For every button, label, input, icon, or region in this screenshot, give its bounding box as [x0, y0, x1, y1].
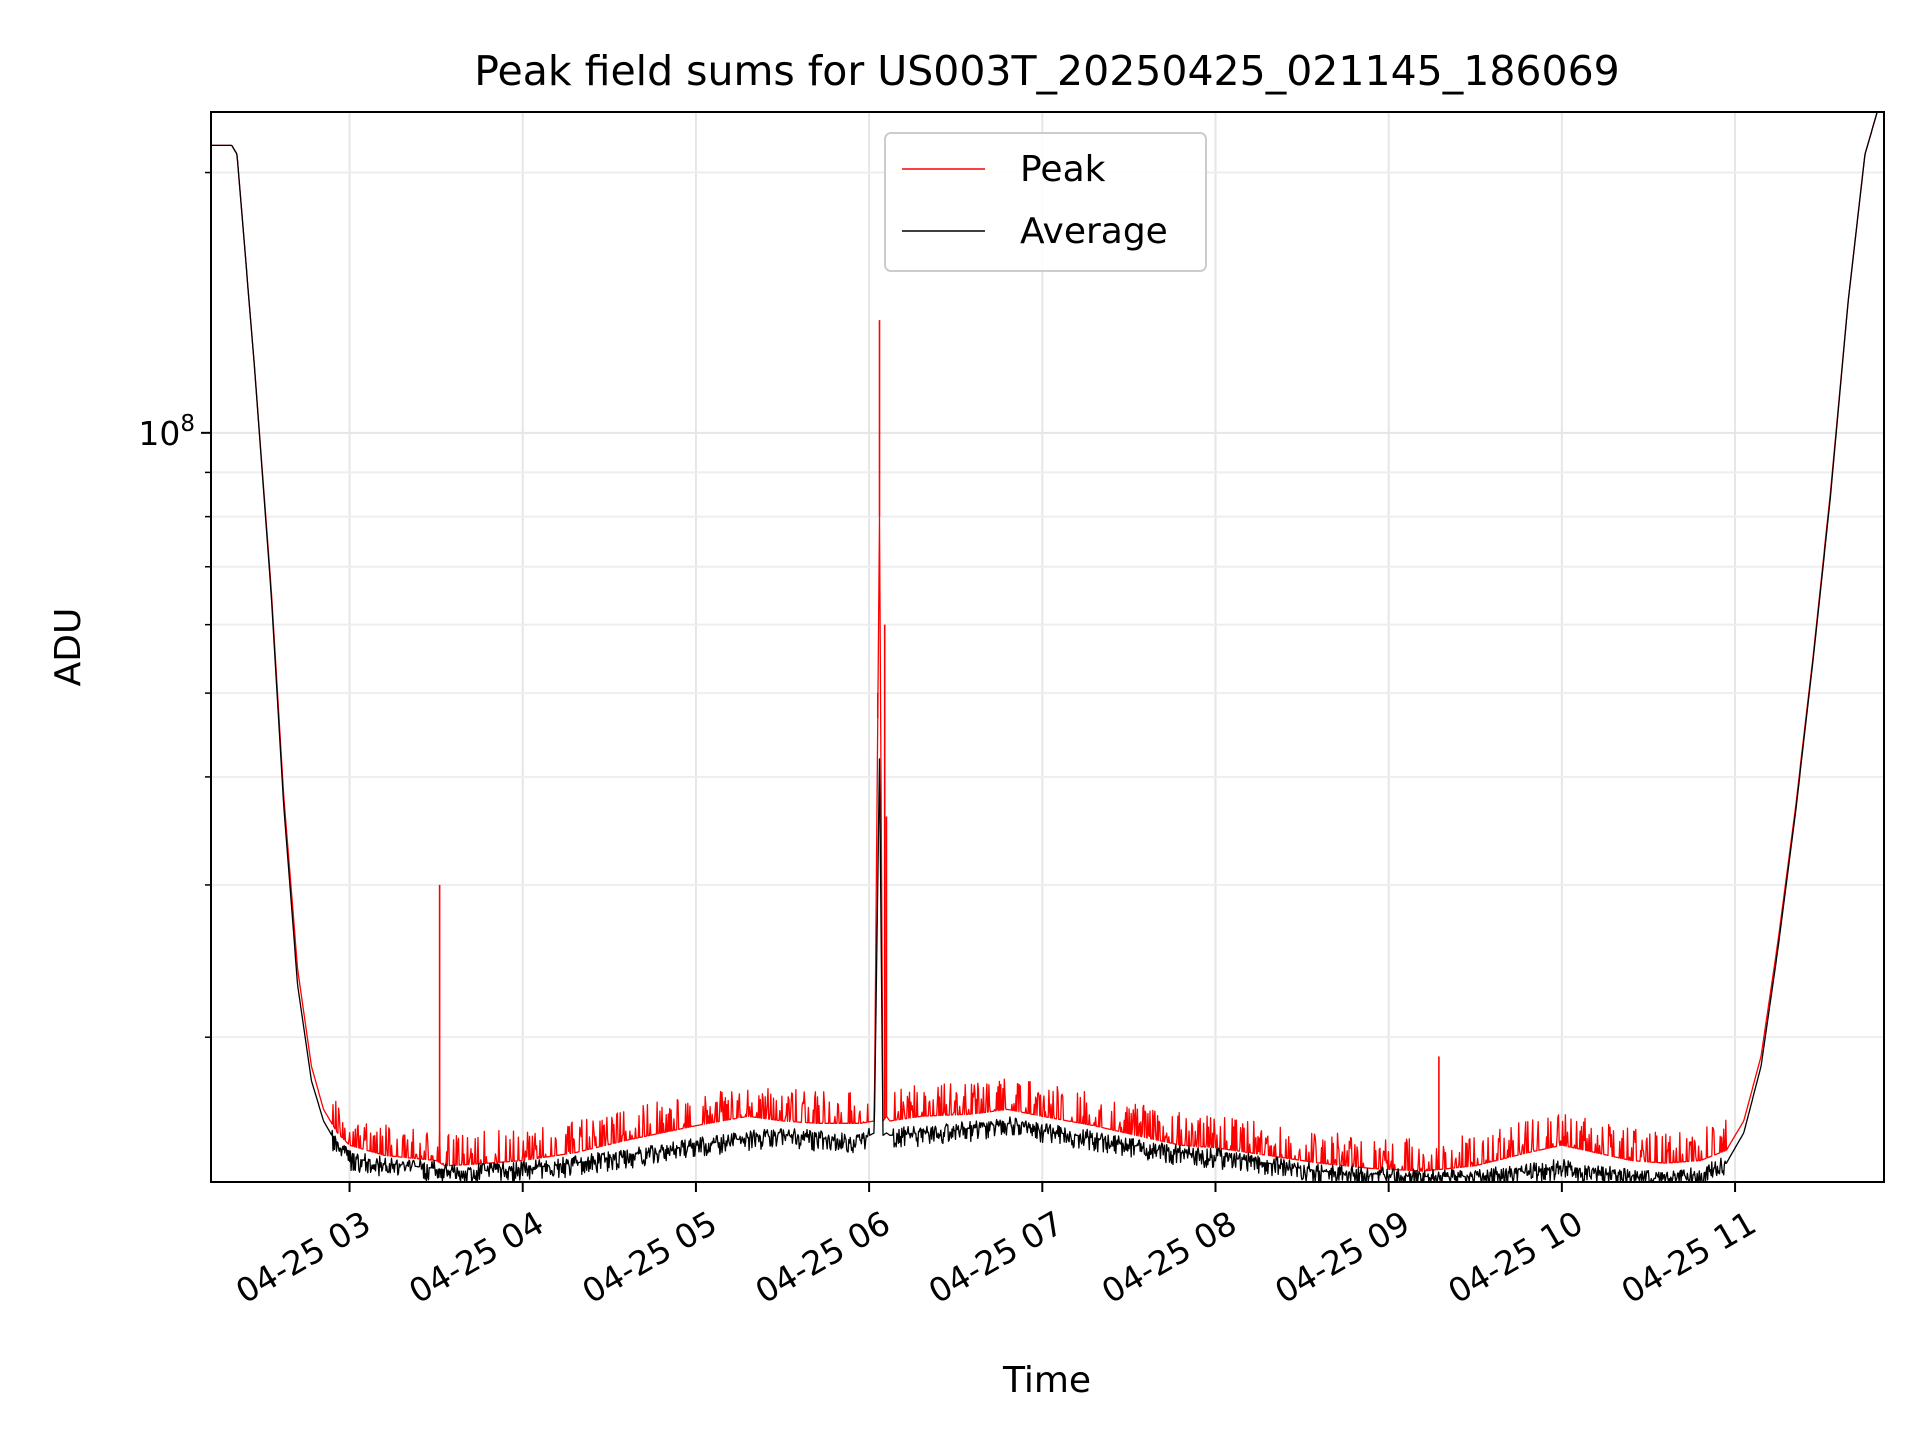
- series-line-average: [211, 111, 1884, 1183]
- legend-peak-label: Peak: [1020, 149, 1106, 190]
- y-tick-label-exponent: 8: [180, 411, 195, 437]
- y-axis-title: ADU: [48, 608, 89, 687]
- plot-frame: [210, 111, 1885, 1183]
- chart-title: Peak field sums for US003T_20250425_0211…: [474, 47, 1620, 95]
- grid-layer: [211, 112, 1884, 1182]
- legend: Peak Average: [884, 132, 1207, 272]
- y-tick-label: 108: [138, 411, 195, 453]
- legend-box: [884, 132, 1207, 272]
- legend-average-label: Average: [1020, 211, 1168, 252]
- series-layer: [211, 111, 1884, 1183]
- y-tick-label-base: 10: [138, 414, 180, 453]
- x-axis-title: Time: [1002, 1360, 1091, 1401]
